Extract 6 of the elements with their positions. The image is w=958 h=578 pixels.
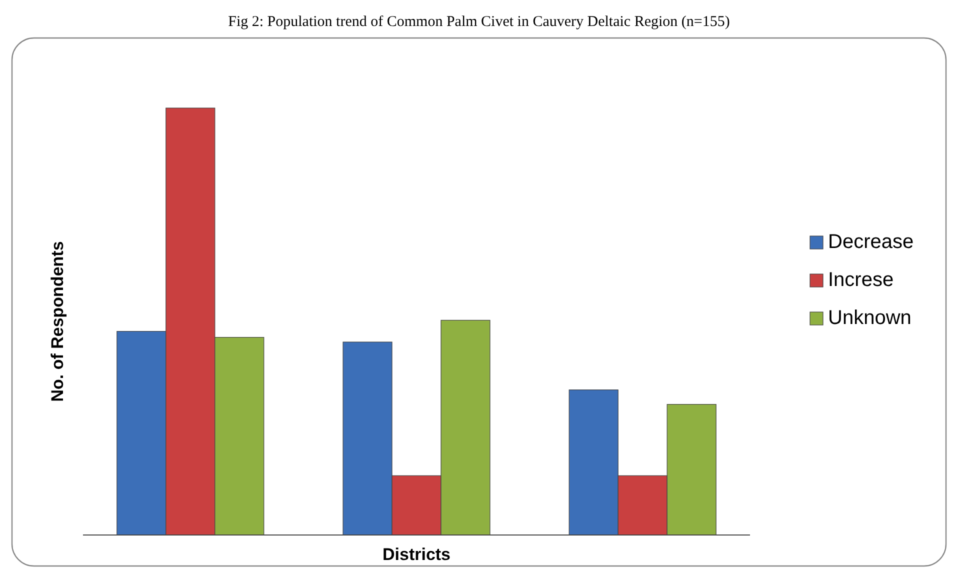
chart-title: Fig 2: Population trend of Common Palm Civet in Cauvery Deltaic Region (n=155) bbox=[228, 14, 730, 30]
legend-label: Unknown bbox=[828, 307, 912, 329]
y-axis-title: No. of Respondents bbox=[48, 241, 67, 402]
legend-label: Increse bbox=[828, 269, 894, 291]
x-axis-title: Districts bbox=[382, 545, 451, 564]
legend-label: Decrease bbox=[828, 231, 914, 253]
